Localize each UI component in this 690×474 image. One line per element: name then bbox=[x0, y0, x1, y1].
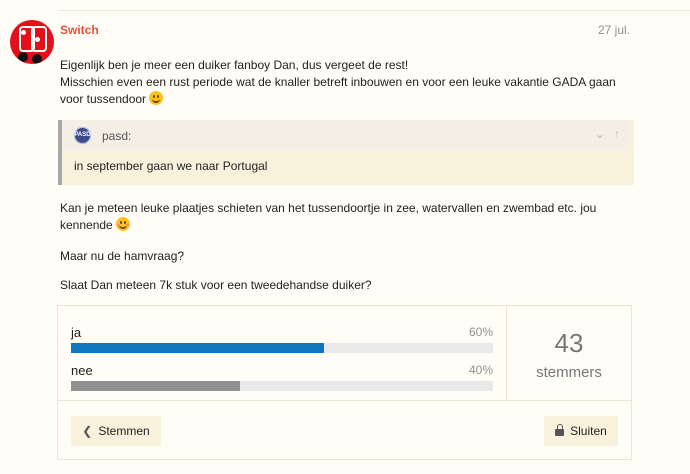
quote-controls: ⌄ ↑ bbox=[589, 127, 620, 141]
quote-header[interactable]: PASD pasd: ⌄ ↑ bbox=[62, 120, 630, 150]
quote-block: PASD pasd: ⌄ ↑ in september gaan we naar… bbox=[58, 120, 634, 185]
paragraph-1-line-2: Misschien even een rust periode wat de k… bbox=[60, 75, 616, 89]
paragraph-1-line-3: voor tussendoor bbox=[60, 91, 164, 108]
paragraph-1-line-1: Eigenlijk ben je meer een duiker fanboy … bbox=[60, 58, 409, 72]
poll-option-bar-fill bbox=[71, 343, 325, 353]
paragraph-2-line-2-text: kennende bbox=[60, 218, 113, 232]
poll-divider-horizontal bbox=[58, 400, 631, 401]
user-avatar[interactable] bbox=[10, 20, 54, 64]
close-poll-button[interactable]: Sluiten bbox=[544, 416, 618, 446]
chevron-left-icon: ❮ bbox=[82, 424, 93, 438]
poll-option-label: ja bbox=[71, 325, 82, 340]
post-divider bbox=[58, 10, 690, 11]
poll-voters-label: stemmers bbox=[536, 364, 602, 381]
arrow-up-icon[interactable]: ↑ bbox=[614, 127, 620, 141]
poll-results: ja 60% nee 40% bbox=[58, 306, 506, 400]
poll-divider-vertical bbox=[506, 306, 507, 400]
quote-text: in september gaan we naar Portugal bbox=[74, 159, 268, 173]
post-username[interactable]: Switch bbox=[60, 23, 99, 37]
avatar-joycon-left bbox=[19, 26, 35, 52]
quote-username[interactable]: pasd: bbox=[102, 129, 132, 143]
smiling-emoji-icon bbox=[116, 217, 131, 231]
quote-avatar[interactable]: PASD bbox=[74, 127, 91, 144]
lock-icon bbox=[555, 424, 565, 436]
poll-option-bar-fill bbox=[71, 381, 240, 391]
post-date[interactable]: 27 jul. bbox=[597, 23, 630, 37]
poll-option-bar bbox=[71, 343, 493, 353]
avatar-joycon-right bbox=[31, 26, 47, 52]
poll-option-bar bbox=[71, 381, 493, 391]
poll: ja 60% nee 40% 43 stemmers ❮ Stemmen Slui… bbox=[57, 305, 632, 460]
close-poll-button-label: Sluiten bbox=[570, 424, 607, 438]
chevron-down-icon[interactable]: ⌄ bbox=[594, 127, 605, 141]
paragraph-4: Slaat Dan meteen 7k stuk voor een tweede… bbox=[60, 278, 372, 292]
vote-button[interactable]: ❮ Stemmen bbox=[71, 416, 161, 446]
paragraph-3: Maar nu de hamvraag? bbox=[60, 249, 185, 263]
poll-option-percent: 40% bbox=[468, 363, 493, 377]
poll-voters-count: 43 bbox=[554, 328, 584, 358]
poll-option-label: nee bbox=[71, 363, 93, 378]
vote-button-label: Stemmen bbox=[98, 424, 150, 438]
paragraph-2-line-1: Kan je meteen leuke plaatjes schieten va… bbox=[60, 201, 597, 215]
paragraph-2-line-2: kennende bbox=[60, 217, 131, 234]
paragraph-1-line-3-text: voor tussendoor bbox=[60, 92, 147, 106]
wink-emoji-icon bbox=[149, 91, 164, 105]
poll-option-percent: 60% bbox=[468, 325, 493, 339]
